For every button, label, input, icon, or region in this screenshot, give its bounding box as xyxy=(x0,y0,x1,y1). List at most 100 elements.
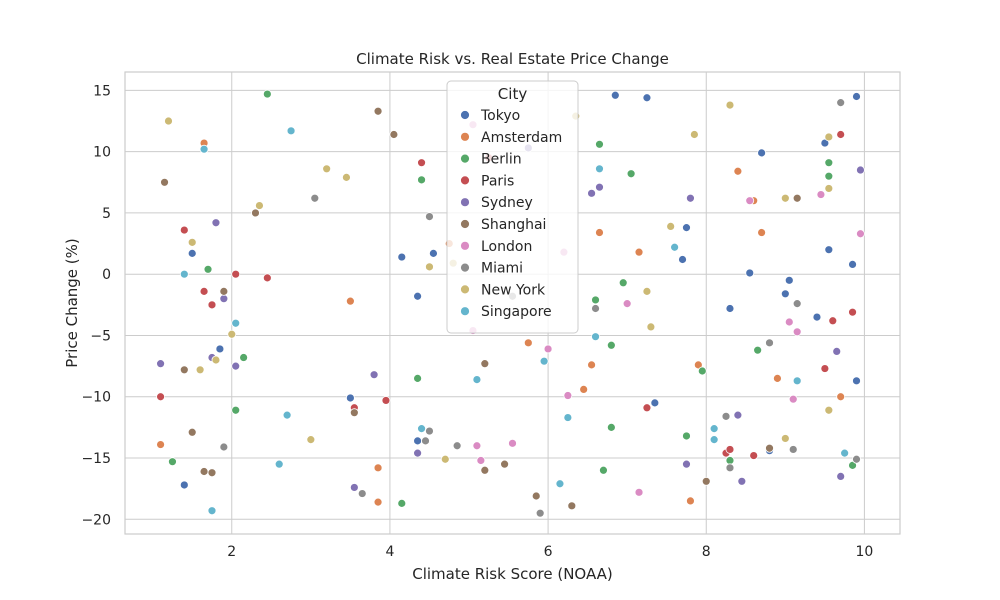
data-point xyxy=(591,295,600,305)
data-point xyxy=(425,262,434,272)
data-point xyxy=(824,245,834,255)
data-point xyxy=(634,487,644,497)
data-point xyxy=(397,498,407,508)
data-point xyxy=(725,100,735,110)
data-point xyxy=(591,332,600,342)
data-point xyxy=(306,435,316,445)
data-point xyxy=(413,373,423,383)
legend-label: Tokyo xyxy=(480,108,520,124)
data-point xyxy=(836,392,846,402)
legend: City Tokyo Amsterdam Berlin Paris Sydney Shang… xyxy=(446,80,579,334)
data-point xyxy=(856,229,865,239)
data-point xyxy=(820,364,830,373)
legend-marker xyxy=(460,131,470,142)
data-point xyxy=(642,93,652,103)
data-point xyxy=(231,318,241,328)
data-point xyxy=(689,130,699,139)
data-point xyxy=(179,269,189,279)
data-point xyxy=(187,427,197,437)
data-point xyxy=(274,459,284,469)
data-point xyxy=(211,355,221,365)
data-point xyxy=(670,242,680,252)
y-tick-label: −15 xyxy=(81,451,111,467)
data-point xyxy=(227,329,237,339)
x-tick-label: 2 xyxy=(227,544,236,560)
data-point xyxy=(357,489,367,498)
data-point xyxy=(452,441,462,451)
data-point xyxy=(606,422,616,432)
legend-marker xyxy=(460,306,470,317)
data-point xyxy=(413,291,423,301)
data-point xyxy=(792,299,802,309)
data-point xyxy=(500,459,509,469)
data-point xyxy=(682,431,691,441)
data-point xyxy=(262,89,272,99)
y-tick-label: −5 xyxy=(90,328,111,344)
data-point xyxy=(725,445,735,454)
series-berlin xyxy=(168,89,857,508)
data-point xyxy=(693,360,703,370)
x-tick-label: 8 xyxy=(702,544,711,560)
data-point xyxy=(686,496,695,506)
data-point xyxy=(733,410,743,420)
data-point xyxy=(543,344,553,354)
data-point xyxy=(591,304,600,313)
data-point xyxy=(262,273,272,283)
data-point xyxy=(417,424,426,434)
data-point xyxy=(824,171,834,181)
data-point xyxy=(828,316,838,326)
data-point xyxy=(425,426,434,436)
data-point xyxy=(156,440,165,449)
data-point xyxy=(836,472,846,481)
data-point xyxy=(618,278,628,288)
legend-marker xyxy=(460,240,470,251)
data-point xyxy=(824,132,834,142)
data-point xyxy=(322,164,332,174)
y-axis-label: Price Change (%) xyxy=(63,238,81,368)
data-point xyxy=(179,225,189,235)
data-point xyxy=(824,184,834,193)
data-point xyxy=(856,165,865,175)
data-point xyxy=(369,370,379,380)
data-point xyxy=(788,394,798,404)
data-point xyxy=(156,392,165,402)
data-point xyxy=(215,344,225,354)
data-point xyxy=(686,193,695,203)
legend-marker xyxy=(460,219,470,229)
data-point xyxy=(179,480,189,490)
legend-label: London xyxy=(481,239,532,255)
data-point xyxy=(610,90,620,100)
legend-marker xyxy=(460,197,470,208)
data-point xyxy=(231,405,241,415)
data-point xyxy=(255,201,264,210)
x-tick-label: 4 xyxy=(385,544,394,560)
series-tokyo xyxy=(179,90,861,490)
data-point xyxy=(784,275,794,285)
legend-label: New York xyxy=(481,282,546,298)
data-point xyxy=(579,384,589,394)
data-point xyxy=(203,264,213,274)
data-point xyxy=(757,148,767,158)
data-point xyxy=(413,436,423,446)
data-point xyxy=(160,177,169,187)
data-point xyxy=(195,365,205,375)
data-point xyxy=(788,445,798,454)
data-point xyxy=(646,322,656,332)
data-point xyxy=(816,190,826,199)
data-point xyxy=(417,175,426,185)
data-point xyxy=(697,366,707,376)
plot-frame xyxy=(124,71,901,535)
data-point xyxy=(780,193,790,203)
x-axis-label: Climate Risk Score (NOAA) xyxy=(412,565,613,583)
data-point xyxy=(251,208,260,218)
legend-label: Miami xyxy=(481,261,523,277)
legend-label: Sydney xyxy=(481,195,533,211)
legend-label: Shanghai xyxy=(481,217,546,233)
data-point xyxy=(168,457,177,467)
data-point xyxy=(563,413,573,422)
data-point xyxy=(848,259,857,269)
data-point xyxy=(757,228,767,237)
data-point xyxy=(848,307,857,317)
data-point xyxy=(417,158,426,168)
data-point xyxy=(421,436,430,446)
